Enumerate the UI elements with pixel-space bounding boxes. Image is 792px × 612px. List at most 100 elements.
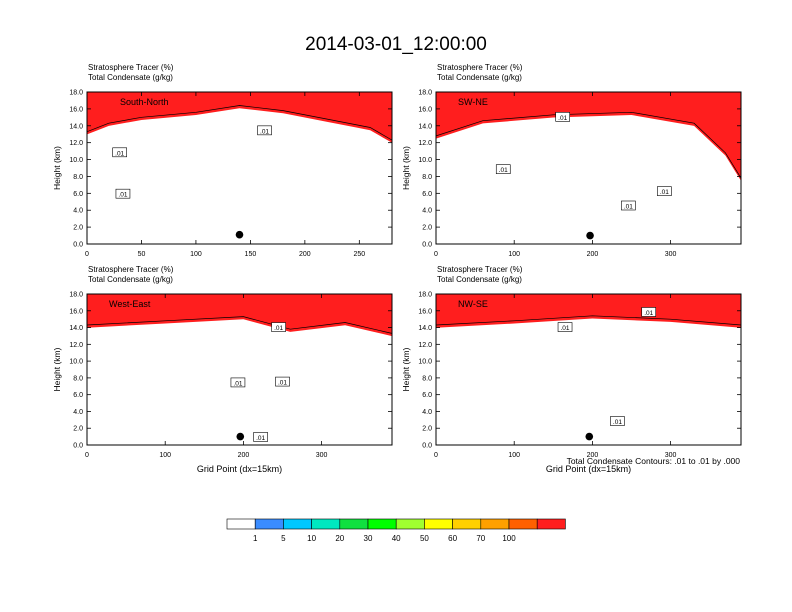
contour-label-box: [555, 112, 570, 122]
panel-title-line-2: Total Condensate (g/kg): [437, 275, 522, 284]
tracer-top-band: [87, 92, 392, 100]
tracer-top-band: [87, 294, 392, 302]
tracer-field: [436, 294, 741, 328]
colorbar-label: 10: [307, 534, 316, 543]
contour-label: .01: [644, 310, 653, 317]
y-tick-label: 18.0: [418, 90, 432, 97]
x-axis-label: Grid Point (dx=15km): [546, 464, 631, 474]
y-tick-label: 18.0: [69, 292, 83, 299]
colorbar-swatch: [424, 518, 453, 530]
contour-label-box: [112, 147, 127, 158]
x-tick-label: 200: [587, 251, 599, 258]
y-tick-label: 2.0: [422, 426, 432, 433]
panel-title-line-1: Stratosphere Tracer (%): [88, 265, 174, 274]
y-tick-label: 12.0: [418, 140, 432, 147]
panel-title-line-2: Total Condensate (g/kg): [437, 73, 522, 82]
colorbar-label: 100: [502, 534, 516, 543]
x-tick-label: 300: [665, 452, 677, 459]
y-tick-label: 2.0: [422, 225, 432, 232]
panels: 0 50 100 150 200 250 0.0 2.0 4.0 6.0 8.0 10.0 12.0 14…: [52, 63, 742, 474]
panel-1: 0 50 100 150 200 250 0.0 2.0 4.0 6.0 8.0 10.0 12.0 14…: [52, 63, 393, 258]
contour-label-box: [610, 416, 625, 426]
y-tick-label: 0.0: [73, 443, 83, 450]
location-marker: [585, 432, 594, 441]
y-axis-label: Height (km): [401, 347, 411, 391]
y-tick-label: 6.0: [422, 392, 432, 399]
colorbar-swatch: [254, 518, 284, 530]
tracer-top-band: [436, 92, 741, 100]
y-tick-label: 8.0: [73, 375, 83, 382]
y-tick-label: 18.0: [418, 292, 432, 299]
x-tick-label: 150: [245, 251, 257, 258]
colorbar-label: 40: [392, 534, 401, 543]
contour-label-box: [657, 186, 672, 196]
y-tick-label: 0.0: [422, 242, 432, 249]
y-tick-label: 14.0: [69, 123, 83, 130]
y-tick-label: 16.0: [69, 308, 83, 315]
y-tick-label: 10.0: [69, 359, 83, 366]
contour-label: .01: [274, 325, 283, 332]
x-tick-label: 300: [665, 251, 677, 258]
y-tick-label: 14.0: [69, 325, 83, 332]
y-tick-label: 8.0: [73, 174, 83, 181]
colorbar-swatch: [452, 518, 482, 530]
y-axis-label: Height (km): [401, 146, 411, 190]
tracer-band: [436, 92, 741, 181]
contour-label-box: [275, 376, 290, 387]
colorbar-label: 70: [476, 534, 485, 543]
x-tick-label: 0: [85, 251, 89, 258]
transect-label: West-East: [109, 299, 151, 309]
contour-label: .01: [561, 325, 570, 332]
location-marker: [586, 231, 594, 240]
colorbar-swatch: [283, 518, 312, 530]
colorbar-label: 60: [448, 534, 457, 543]
x-tick-label: 300: [316, 452, 328, 459]
panel-2: 0 100 200 300 0.0 2.0 4.0 6.0 8.0 10.0 12.0 14.0 16.…: [401, 63, 742, 258]
y-tick-label: 6.0: [73, 392, 83, 399]
location-marker: [235, 230, 244, 239]
y-tick-label: 18.0: [69, 90, 83, 97]
y-tick-label: 4.0: [73, 208, 83, 215]
panel-title-line-1: Stratosphere Tracer (%): [88, 63, 174, 72]
axes-frame: [86, 293, 393, 446]
colorbar-swatch: [367, 518, 397, 530]
footer-note: Total Condensate Contours: .01 to .01 by…: [567, 456, 741, 466]
contour-label: .01: [118, 192, 127, 199]
colorbar-label: 50: [420, 534, 429, 543]
colorbar: 1 5 10 20 30 40 50 60 70 100: [226, 518, 566, 543]
y-tick-label: 14.0: [418, 123, 432, 130]
contour-label: .01: [115, 150, 124, 157]
y-tick-label: 16.0: [418, 308, 432, 315]
y-tick-label: 6.0: [73, 191, 83, 198]
colorbar-swatch: [311, 518, 341, 530]
contour-label: .01: [260, 128, 269, 135]
colorbar-swatch: [395, 518, 425, 530]
contour-label-box: [115, 188, 131, 199]
contour-label: .01: [278, 380, 287, 387]
colorbar-swatch: [226, 518, 256, 530]
tracer-top-band: [436, 294, 741, 302]
y-tick-label: 12.0: [69, 140, 83, 147]
x-tick-label: 0: [434, 251, 438, 258]
condensate-contour: [436, 111, 741, 179]
panel-4: 0 100 200 300 0.0 2.0 4.0 6.0 8.0 10.0 12.0 14.0 16.…: [401, 265, 742, 474]
tracer-field: [436, 92, 741, 181]
y-tick-label: 0.0: [422, 443, 432, 450]
transect-label: SW-NE: [458, 97, 488, 107]
contour-label: .01: [624, 204, 633, 211]
x-tick-label: 0: [85, 452, 89, 459]
panel-3: 0 100 200 300 0.0 2.0 4.0 6.0 8.0 10.0 12.0 14.0 16.…: [52, 265, 393, 474]
axes-frame: [86, 91, 393, 245]
x-axis-label: Grid Point (dx=15km): [197, 464, 282, 474]
y-tick-label: 16.0: [418, 106, 432, 113]
contour-label-box: [495, 164, 511, 174]
x-tick-label: 0: [434, 452, 438, 459]
x-tick-label: 250: [353, 251, 365, 258]
location-marker: [236, 432, 245, 441]
y-tick-label: 8.0: [422, 174, 432, 181]
y-tick-label: 12.0: [69, 342, 83, 349]
y-axis-label: Height (km): [52, 347, 62, 391]
condensate-contour: [87, 316, 392, 334]
y-tick-label: 8.0: [422, 375, 432, 382]
